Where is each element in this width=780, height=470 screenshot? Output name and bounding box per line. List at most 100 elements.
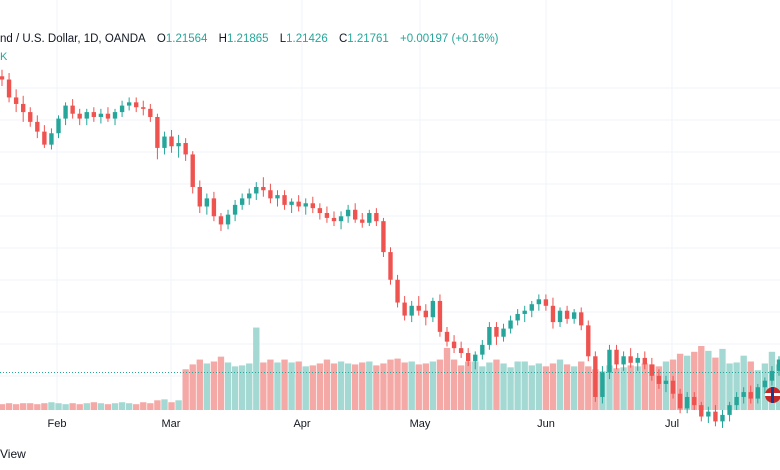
candle — [176, 134, 181, 158]
candle-body — [70, 105, 75, 114]
candle — [501, 323, 506, 342]
volume-bar — [641, 363, 648, 410]
volume-bar — [76, 404, 83, 410]
candle-body — [91, 112, 97, 117]
candle — [296, 195, 301, 212]
candle — [134, 97, 139, 113]
candle — [670, 375, 676, 399]
candle-body — [458, 348, 464, 354]
candle-body — [734, 396, 739, 406]
candle-body — [607, 349, 612, 373]
volume-bar — [373, 365, 380, 410]
candle — [183, 138, 188, 161]
candle-body — [35, 121, 40, 132]
candle-body — [105, 113, 111, 119]
volume-bar — [316, 363, 324, 410]
candle-body — [49, 133, 54, 145]
candle-body — [670, 380, 676, 394]
volume-bar — [175, 400, 182, 410]
candle-body — [550, 305, 556, 323]
volume-bar — [34, 404, 41, 410]
volume-bar — [20, 403, 27, 410]
volume-bar — [486, 362, 493, 410]
volume-bar — [224, 362, 232, 410]
candle-body — [692, 396, 697, 406]
volume-bar — [465, 361, 472, 410]
volume-bar — [500, 363, 507, 410]
candle — [529, 300, 534, 318]
candle-body — [508, 320, 513, 329]
volume-bar — [436, 359, 444, 410]
volume-bar — [542, 366, 550, 410]
candle — [522, 305, 527, 323]
candle-body — [487, 326, 492, 345]
candle — [550, 297, 556, 329]
x-tick-label: Apr — [293, 418, 310, 430]
volume-bar — [97, 403, 105, 410]
candle — [515, 309, 520, 326]
change-value: +0.00197 (+0.16%) — [400, 33, 499, 45]
candle — [494, 322, 499, 345]
volume-bar — [493, 359, 500, 410]
candle — [593, 351, 598, 402]
candle-body — [63, 105, 68, 119]
candle-body — [268, 190, 273, 199]
candle — [409, 300, 414, 323]
candle — [63, 102, 68, 126]
candle-body — [338, 216, 344, 222]
volume-bar — [627, 365, 634, 410]
candle — [508, 315, 513, 334]
candle-body — [169, 136, 174, 147]
candle — [13, 89, 19, 113]
volume-bar — [182, 369, 189, 410]
candle-body — [374, 213, 379, 222]
candle — [423, 304, 429, 326]
candle — [310, 196, 315, 214]
candle — [247, 188, 252, 205]
candle-body — [28, 112, 33, 122]
candle — [762, 377, 768, 394]
candle-body — [409, 305, 414, 316]
candle-body — [275, 195, 280, 199]
candle — [275, 190, 280, 207]
candle — [451, 335, 457, 354]
volume-bar — [168, 402, 175, 410]
grid-lines — [0, 0, 780, 410]
volume-bar — [683, 355, 691, 410]
candle — [190, 151, 195, 194]
volume-bar — [69, 403, 76, 410]
volume-bar — [246, 363, 253, 410]
candle-body — [247, 193, 252, 199]
candle — [571, 309, 577, 324]
candle — [635, 353, 640, 371]
volume-bar — [563, 364, 571, 410]
volume-bar — [12, 404, 20, 410]
candle-body — [614, 349, 619, 365]
volume-bar — [161, 399, 168, 410]
candle — [70, 99, 75, 119]
candle-body — [345, 209, 351, 217]
candle — [141, 100, 146, 116]
volume-bar — [281, 359, 288, 410]
open-label: O — [156, 33, 166, 45]
view-button[interactable]: View — [0, 447, 26, 461]
x-axis-tick-labels: Feb Mar Apr May Jun Jul — [48, 418, 680, 430]
candle — [119, 100, 125, 117]
candle-body — [451, 341, 457, 349]
volume-bar — [691, 351, 698, 410]
volume-bar — [147, 403, 154, 410]
candle — [458, 341, 464, 358]
candle — [367, 209, 372, 227]
candle — [84, 108, 89, 126]
volume-bar — [118, 402, 126, 410]
candle-body — [218, 216, 224, 225]
candle-body — [155, 116, 160, 148]
candle — [677, 388, 683, 414]
x-tick-label: Feb — [48, 418, 67, 430]
candle-body — [480, 344, 485, 355]
candle-body — [176, 143, 181, 147]
candle — [663, 375, 669, 393]
candle — [6, 73, 12, 103]
candle-body — [77, 113, 82, 119]
candle-body — [628, 356, 633, 363]
